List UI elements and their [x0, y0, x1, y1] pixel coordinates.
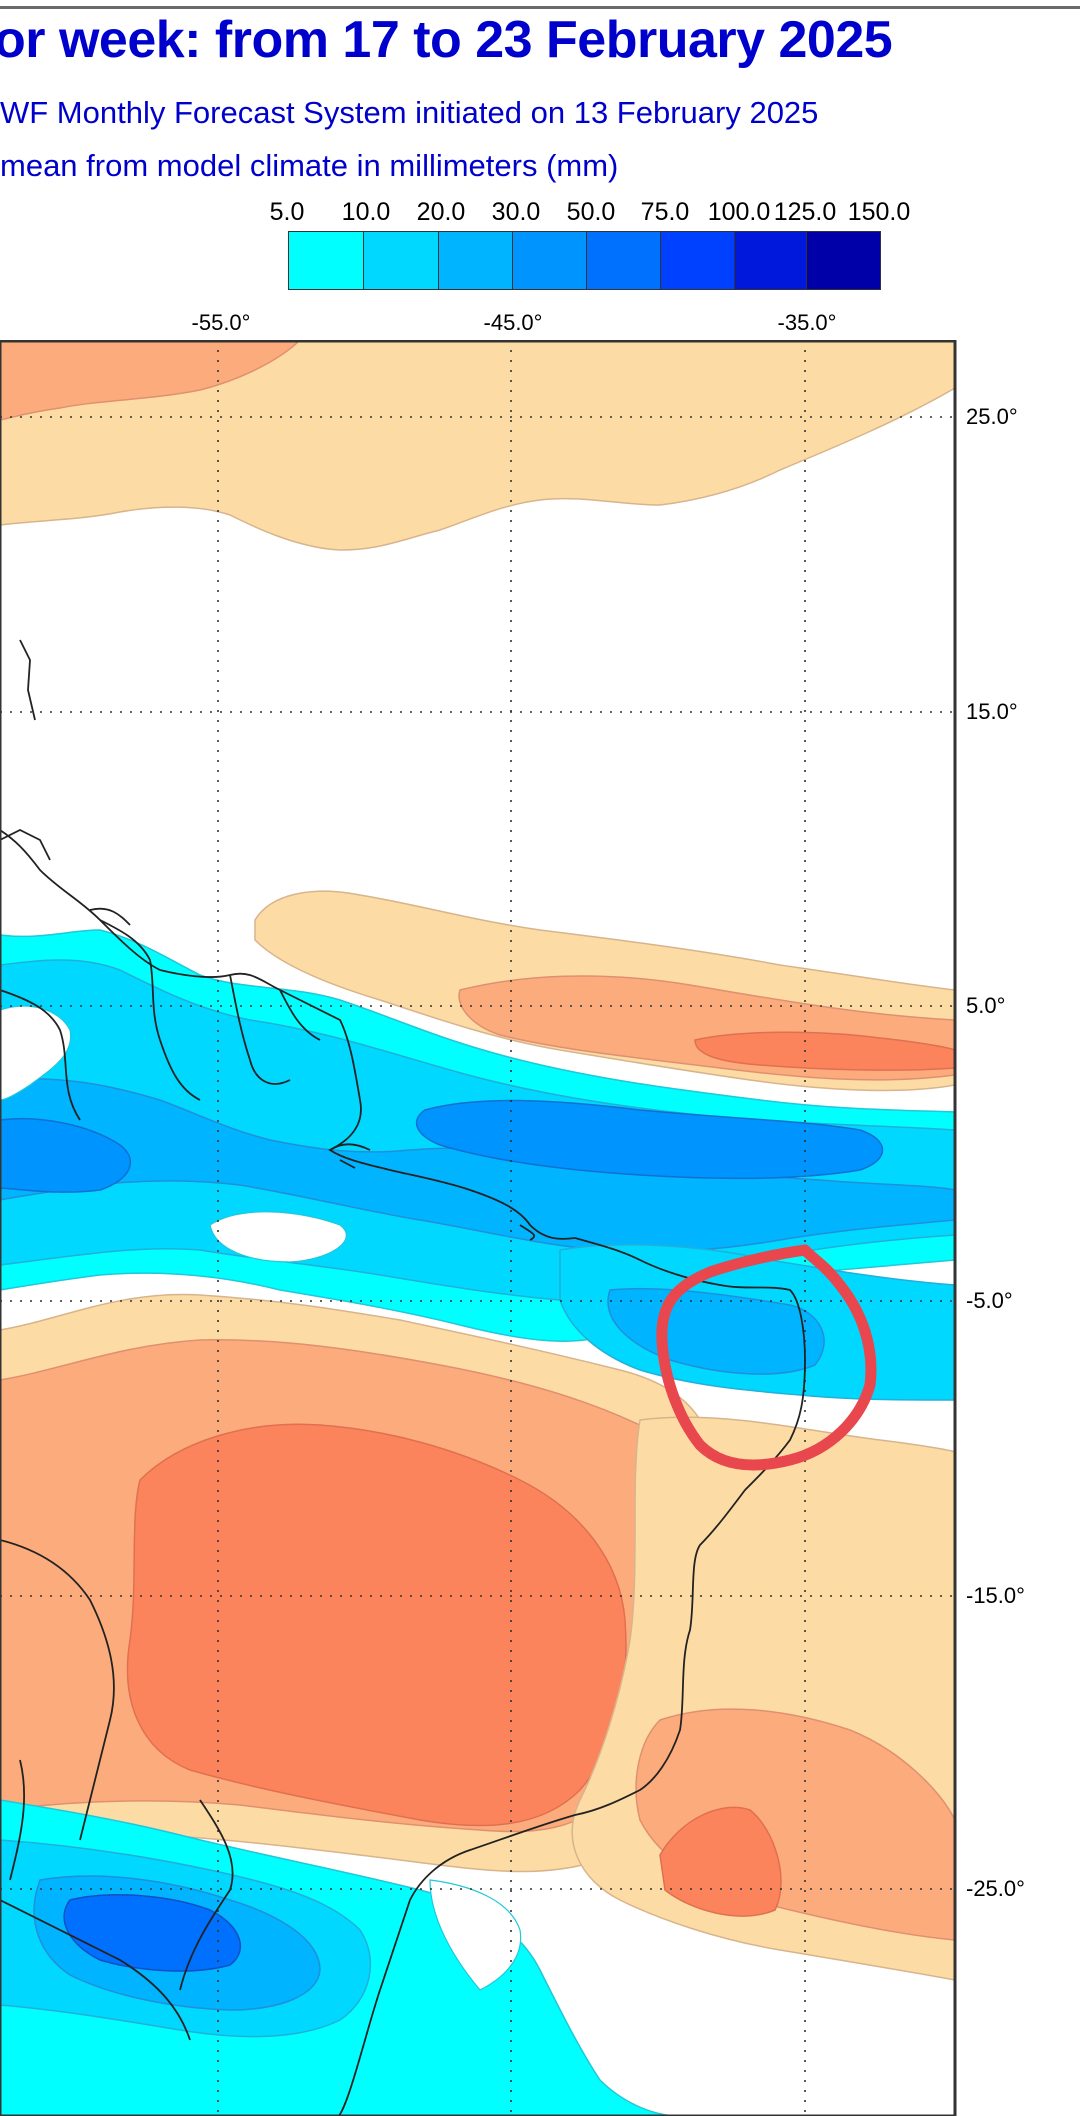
legend-swatch	[806, 231, 881, 290]
wet-anomaly-core-central	[415, 1099, 884, 1180]
dry-anomaly-north-core	[0, 340, 302, 421]
legend-swatch	[438, 231, 514, 290]
legend-swatch	[660, 231, 736, 290]
top-border-line	[0, 6, 1080, 9]
legend-label: 30.0	[491, 198, 541, 226]
legend-swatch	[734, 231, 808, 290]
latitude-label: -25.0°	[966, 1876, 1025, 1901]
wet-anomaly-south-core	[63, 1894, 241, 1972]
legend-label: 10.0	[341, 198, 391, 226]
latitude-label: -15.0°	[966, 1583, 1025, 1608]
map-frame	[0, 340, 957, 2116]
dry-anomaly-north-band	[0, 340, 955, 551]
wet-anomaly-band-strong	[0, 1077, 955, 1253]
forecast-system-subtitle: WF Monthly Forecast System initiated on …	[0, 95, 819, 130]
latitude-label: 15.0°	[966, 699, 1018, 724]
legend-label: 20.0	[416, 198, 466, 226]
legend-swatch	[288, 231, 365, 290]
legend-label: 50.0	[566, 198, 616, 226]
legend-label: 100.0	[707, 198, 771, 226]
legend-label: 5.0	[269, 198, 305, 226]
wet-anomaly-core-west	[0, 1117, 132, 1193]
legend-label: 150.0	[847, 198, 911, 226]
coastlines	[0, 639, 806, 2116]
dry-anomaly-equatorial-strong	[694, 1031, 955, 1071]
units-subtitle: mean from model climate in millimeters (…	[0, 148, 619, 183]
highlight-circle-annotation	[656, 1244, 877, 1471]
longitude-label: -55.0°	[191, 310, 251, 335]
legend-swatch	[512, 231, 588, 290]
graticule	[0, 340, 955, 2116]
longitude-label: -45.0°	[483, 310, 543, 335]
longitude-label: -35.0°	[777, 310, 837, 335]
neutral-gap	[209, 1211, 347, 1263]
legend-label: 125.0	[773, 198, 837, 226]
legend-swatch	[586, 231, 662, 290]
latitude-label: 25.0°	[966, 404, 1018, 429]
legend-swatch	[363, 231, 440, 290]
page-title: or week: from 17 to 23 February 2025	[0, 11, 893, 69]
legend-label: 75.0	[640, 198, 690, 226]
latitude-label: 5.0°	[966, 993, 1006, 1018]
precipitation-anomaly-map	[0, 340, 957, 2116]
dry-anomaly-central-brazil-strong	[126, 1423, 627, 1827]
neutral-gap-south	[429, 1879, 522, 1991]
latitude-label: -5.0°	[966, 1288, 1013, 1313]
